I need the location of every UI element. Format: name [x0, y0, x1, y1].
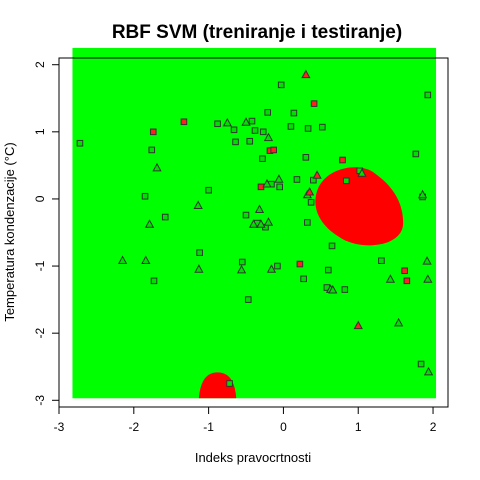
point-triangle-0	[117, 255, 128, 264]
point-square-9	[214, 120, 221, 128]
point-square-35	[302, 154, 310, 161]
point-square-13	[242, 211, 250, 219]
point-triangle-14	[263, 132, 274, 142]
point-triangle-22	[357, 168, 367, 177]
point-triangle-5	[193, 200, 203, 209]
point-square-36	[304, 219, 311, 226]
point-square-30	[287, 123, 295, 130]
x-tick-label: -1	[203, 420, 214, 434]
point-square-8	[205, 186, 212, 194]
point-square-28	[276, 183, 283, 191]
y-tick-label: 2	[33, 61, 47, 68]
point-square-41	[319, 123, 326, 131]
point-square-49	[378, 257, 385, 264]
point-square-15	[246, 137, 254, 145]
point-square-37	[304, 125, 312, 132]
point-square-32	[293, 176, 301, 183]
point-triangle-2	[144, 219, 155, 228]
y-tick-label: 0	[33, 195, 47, 202]
point-triangle-25	[417, 189, 428, 199]
plot-area	[72, 47, 437, 399]
point-triangle-29	[312, 170, 322, 179]
point-triangle-4	[194, 264, 204, 273]
point-square-40	[310, 100, 318, 107]
point-square-33	[296, 260, 304, 268]
point-square-20	[259, 128, 267, 136]
y-axis: -3 -2 -1 0 1 2	[33, 61, 60, 406]
point-square-44	[328, 242, 336, 250]
point-triangle-10	[254, 204, 265, 213]
region-class-b-1	[198, 372, 237, 399]
point-square-29	[277, 81, 285, 89]
point-square-21	[259, 155, 266, 162]
point-square-4	[149, 128, 157, 136]
x-tick-label: 0	[280, 420, 287, 434]
x-tick-label: 2	[430, 420, 437, 434]
point-square-3	[150, 277, 158, 285]
point-triangle-27	[423, 274, 433, 283]
y-tick-label: -3	[33, 395, 47, 406]
point-triangle-6	[222, 117, 232, 127]
point-square-27	[274, 262, 281, 270]
point-square-10	[230, 126, 238, 134]
point-square-0	[76, 139, 84, 147]
point-square-7	[196, 249, 203, 256]
point-triangle-21	[353, 320, 363, 330]
point-triangle-24	[393, 317, 404, 327]
point-square-31	[290, 109, 298, 117]
point-square-43	[325, 266, 332, 274]
point-triangle-17	[301, 69, 311, 79]
x-axis-label: Indeks pravocrtnosti	[195, 450, 311, 465]
region-class-b-0	[315, 167, 404, 246]
point-square-56	[226, 380, 233, 387]
point-square-38	[307, 198, 315, 206]
point-square-55	[424, 91, 432, 99]
point-square-1	[141, 192, 149, 200]
point-square-17	[251, 127, 259, 134]
y-axis-label: Temperatura kondenzacije (°C)	[2, 142, 17, 321]
point-square-47	[342, 177, 350, 185]
x-tick-label: 1	[355, 420, 362, 434]
point-square-51	[403, 277, 411, 285]
point-square-53	[417, 360, 425, 368]
point-square-14	[244, 296, 252, 303]
point-triangle-28	[423, 366, 434, 376]
point-triangle-3	[152, 162, 162, 172]
point-triangle-13	[263, 217, 274, 226]
point-triangle-8	[241, 117, 251, 126]
point-triangle-15	[266, 264, 277, 273]
point-square-46	[341, 286, 349, 293]
chart-title: RBF SVM (treniranje i testiranje)	[112, 22, 402, 43]
point-triangle-12	[262, 178, 272, 188]
point-square-6	[180, 118, 188, 126]
x-tick-label: -3	[54, 420, 65, 434]
x-tick-label: -2	[128, 420, 139, 434]
point-triangle-23	[385, 274, 396, 283]
point-square-11	[232, 138, 239, 146]
x-axis: -3 -2 -1 0 1 2	[54, 406, 437, 434]
y-tick-label: -2	[33, 328, 47, 339]
point-square-50	[401, 267, 408, 275]
point-square-34	[300, 275, 307, 283]
point-square-16	[248, 117, 256, 125]
point-triangle-11	[256, 219, 266, 228]
point-square-25	[270, 146, 277, 154]
point-triangle-9	[248, 219, 259, 228]
point-square-45	[339, 156, 346, 164]
point-square-12	[238, 258, 246, 266]
point-triangle-26	[422, 256, 432, 265]
point-triangle-16	[274, 174, 284, 183]
point-triangle-1	[141, 255, 151, 264]
point-triangle-20	[328, 284, 338, 294]
point-triangle-7	[236, 264, 247, 274]
point-square-2	[148, 146, 156, 154]
point-square-23	[264, 109, 272, 116]
point-square-52	[412, 150, 420, 158]
point-square-5	[161, 213, 169, 221]
y-tick-label: -1	[33, 260, 47, 271]
point-triangle-30	[304, 186, 315, 196]
y-tick-label: 1	[33, 128, 47, 135]
